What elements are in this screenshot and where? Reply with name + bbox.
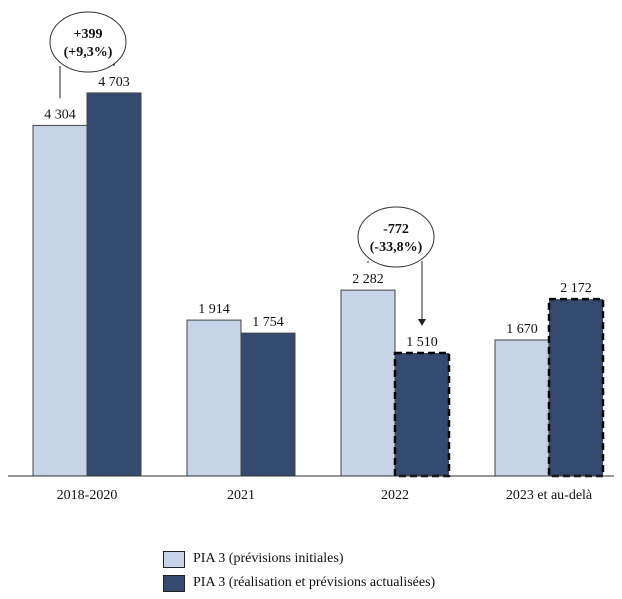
annotation-percent-2: (-33,8%) <box>370 240 423 255</box>
data-label-s1-2: 1 914 <box>198 302 230 317</box>
annotation-arrowhead-2 <box>418 319 426 327</box>
data-label-s1-1: 4 304 <box>44 107 76 122</box>
x-tick-label-3: 2022 <box>381 488 409 503</box>
legend-item-updated: PIA 3 (réalisation et prévisions actuali… <box>163 571 435 595</box>
x-tick-label-2: 2021 <box>227 488 255 503</box>
annotation-bubble-1 <box>49 11 127 73</box>
legend-swatch-initial <box>163 550 185 568</box>
legend-swatch-updated <box>163 574 185 592</box>
bar-s1-2 <box>186 319 242 477</box>
data-label-s2-3: 1 510 <box>406 335 438 350</box>
bar-s2-4 <box>547 297 605 478</box>
annotation-percent-1: (+9,3%) <box>64 45 113 60</box>
x-tick-label-4: 2023 et au-delà <box>506 488 593 503</box>
legend-label-updated: PIA 3 (réalisation et prévisions actuali… <box>193 575 436 590</box>
bar-s1-4 <box>494 339 550 477</box>
annotation-bubble-2 <box>357 206 435 268</box>
data-label-s1-3: 2 282 <box>352 272 384 287</box>
legend: PIA 3 (prévisions initiales) PIA 3 (réal… <box>163 547 435 595</box>
bar-s2-2 <box>240 332 296 477</box>
annotation-delta-1: +399 <box>74 27 103 42</box>
legend-item-initial: PIA 3 (prévisions initiales) <box>163 547 435 571</box>
data-label-s2-4: 2 172 <box>560 281 592 296</box>
bar-s1-1 <box>32 124 88 477</box>
legend-label-initial: PIA 3 (prévisions initiales) <box>193 551 344 566</box>
data-label-s1-4: 1 670 <box>506 322 538 337</box>
data-label-s2-1: 4 703 <box>98 75 130 90</box>
data-label-s2-2: 1 754 <box>252 315 284 330</box>
x-tick-label-1: 2018-2020 <box>57 488 118 503</box>
bar-s2-3 <box>393 351 451 478</box>
annotation-delta-2: -772 <box>383 222 409 237</box>
bar-s1-3 <box>340 289 396 477</box>
bar-s2-1 <box>86 92 142 477</box>
